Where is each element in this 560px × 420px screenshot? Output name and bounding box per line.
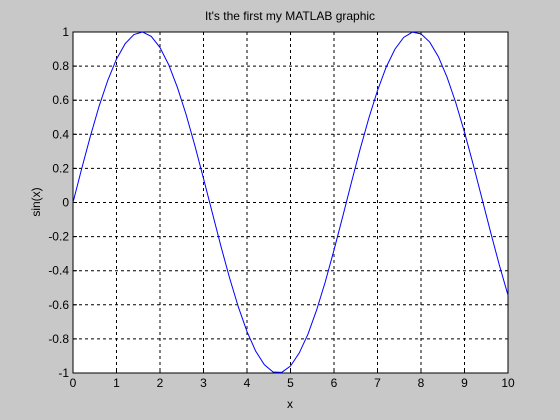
x-axis-label: x [287,397,293,411]
y-tick-label: 0.6 [52,93,69,107]
x-tick-label: 3 [200,376,207,390]
y-axis-label: sin(x) [29,187,43,216]
x-tick-label: 2 [157,376,164,390]
y-tick-label: 0.2 [52,161,69,175]
x-tick-label: 0 [70,376,77,390]
x-tick-label: 4 [244,376,251,390]
x-tick-label: 7 [374,376,381,390]
x-tick-label: 8 [418,376,425,390]
x-tick-label: 1 [113,376,120,390]
y-tick-label: 0.8 [52,59,69,73]
y-tick-label: 1 [62,25,69,39]
y-tick-label: 0.4 [52,127,69,141]
y-tick-label: -0.4 [48,264,69,278]
y-tick-label: -0.2 [48,230,69,244]
x-tick-label: 5 [287,376,294,390]
x-tick-label: 9 [461,376,468,390]
y-tick-label: -0.6 [48,298,69,312]
line-series [72,31,509,373]
y-tick-label: 0 [62,196,69,210]
y-tick-label: -0.8 [48,332,69,346]
y-tick-label: -1 [58,366,69,380]
x-tick-label: 6 [331,376,338,390]
chart-title: It's the first my MATLAB graphic [205,9,375,23]
x-tick-label: 10 [501,376,515,390]
